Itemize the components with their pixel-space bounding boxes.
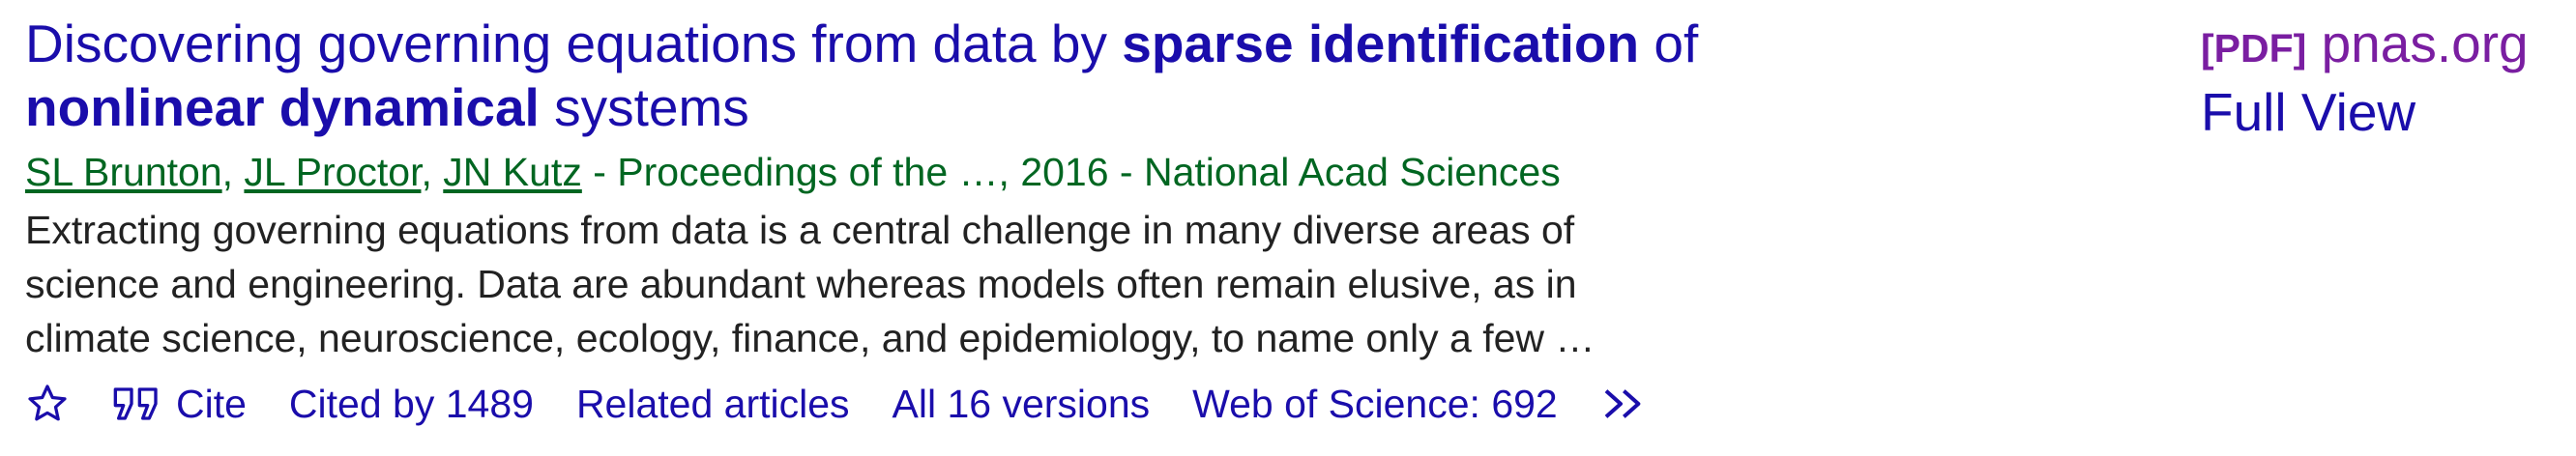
full-view-link[interactable]: Full View xyxy=(2201,82,2416,142)
cite-link[interactable]: Cite xyxy=(176,381,247,426)
result-authors-line: SL Brunton, JL Proctor, JN Kutz - Procee… xyxy=(25,145,1882,199)
result-actions: Cite Cited by 1489 Related articles All … xyxy=(25,371,1882,437)
title-text-2: of xyxy=(1639,14,1699,73)
title-highlight-1: sparse identification xyxy=(1122,14,1640,73)
quote-icon[interactable] xyxy=(112,385,161,423)
snippet-line: climate science, neuroscience, ecology, … xyxy=(25,316,1595,360)
related-articles-link[interactable]: Related articles xyxy=(575,381,850,426)
cited-by-link[interactable]: Cited by 1489 xyxy=(288,381,534,426)
author-link-proctor[interactable]: JL Proctor xyxy=(244,150,422,194)
pdf-tag: [PDF] xyxy=(2201,26,2307,71)
author-separator: , xyxy=(221,150,245,194)
snippet-line: Extracting governing equations from data… xyxy=(25,208,1575,252)
result-title: Discovering governing equations from dat… xyxy=(25,12,1882,139)
author-separator: , xyxy=(421,150,444,194)
snippet-line: science and engineering. Data are abunda… xyxy=(25,262,1577,306)
result-title-link[interactable]: Discovering governing equations from dat… xyxy=(25,14,1698,137)
author-link-kutz[interactable]: JN Kutz xyxy=(443,150,582,194)
author-link-brunton[interactable]: SL Brunton xyxy=(25,150,222,194)
title-text-1: Discovering governing equations from dat… xyxy=(25,14,1123,73)
title-highlight-2: nonlinear dynamical xyxy=(25,77,540,137)
pdf-domain: pnas.org xyxy=(2321,14,2529,73)
all-versions-link[interactable]: All 16 versions xyxy=(892,381,1151,426)
double-chevron-right-icon[interactable] xyxy=(1600,385,1651,423)
result-snippet: Extracting governing equations from data… xyxy=(25,203,1882,365)
star-icon[interactable] xyxy=(25,382,70,426)
publication-source: - Proceedings of the …, 2016 - National … xyxy=(581,150,1561,194)
title-text-3: systems xyxy=(539,77,749,137)
pdf-link[interactable]: [PDF] pnas.org xyxy=(2201,14,2529,73)
search-result: Discovering governing equations from dat… xyxy=(25,12,1882,437)
result-side-links: [PDF] pnas.org Full View xyxy=(2201,12,2529,144)
web-of-science-link[interactable]: Web of Science: 692 xyxy=(1192,381,1558,426)
